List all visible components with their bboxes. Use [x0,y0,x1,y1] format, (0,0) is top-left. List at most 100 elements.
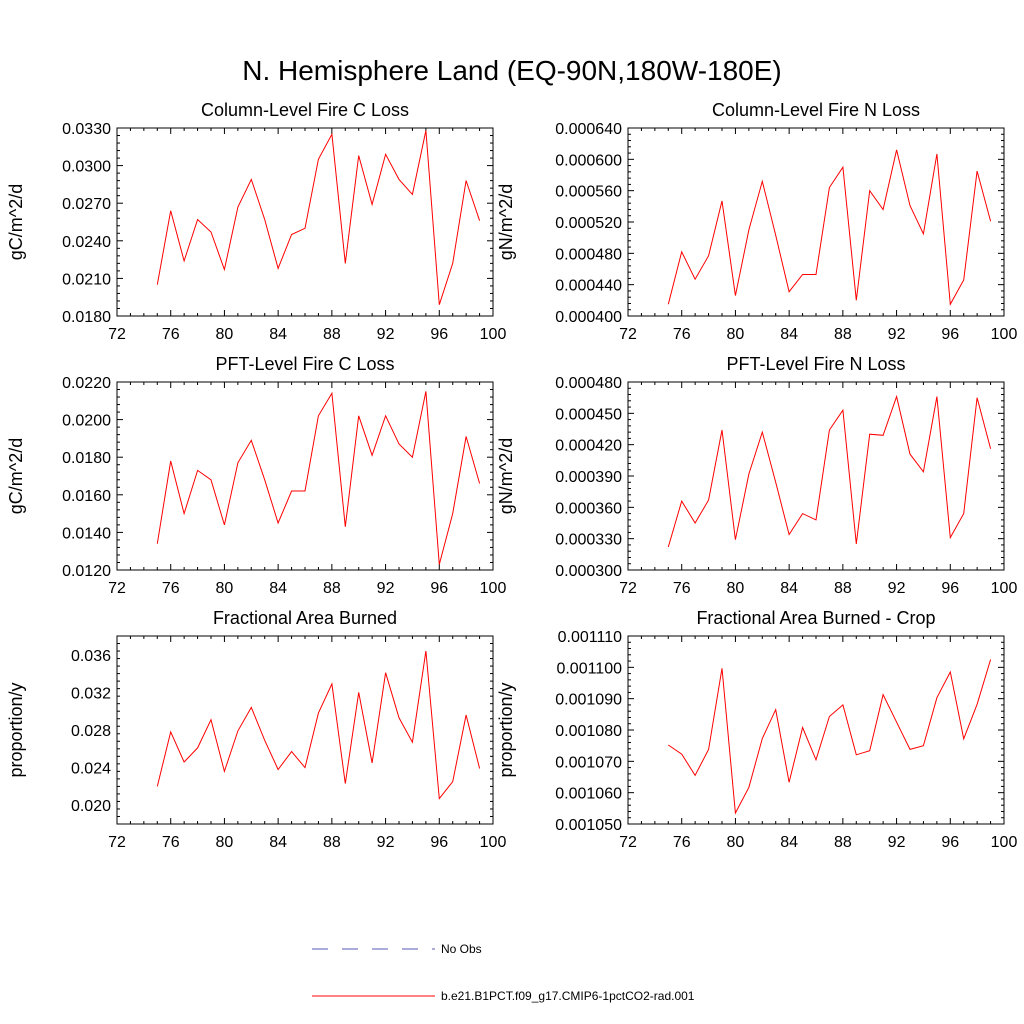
y-tick-label: 0.0120 [62,563,111,580]
plot-frame [627,127,1005,317]
y-tick-label: 0.001050 [555,817,622,834]
y-tick-label: 0.0140 [62,525,111,542]
x-tick-label: 96 [941,326,959,343]
y-tick-label: 0.001070 [555,754,622,771]
y-tick-label: 0.0200 [62,413,111,430]
y-tick-label: 0.001080 [555,723,622,740]
plot-frame [116,635,494,825]
chart-title: Fractional Area Burned - Crop [696,608,935,628]
y-tick-label: 0.001090 [555,692,622,709]
x-tick-label: 72 [108,326,126,343]
y-tick-label: 0.000440 [555,278,622,295]
y-tick-label: 0.000560 [555,184,622,201]
x-tick-label: 88 [323,580,341,597]
legend-model-label: b.e21.B1PCT.f09_g17.CMIP6-1pctCO2-rad.00… [441,989,695,1003]
series-line [667,394,992,548]
y-tick-label: 0.0240 [62,234,111,251]
x-tick-label: 84 [780,834,798,851]
x-tick-label: 92 [377,326,395,343]
plot-frame [116,381,494,571]
x-tick-label: 72 [619,326,637,343]
x-tick-label: 80 [216,580,234,597]
x-tick-label: 96 [941,580,959,597]
x-tick-label: 80 [727,580,745,597]
y-axis-label: proportion/y [6,682,26,777]
page-title: N. Hemisphere Land (EQ-90N,180W-180E) [242,55,782,86]
x-tick-label: 92 [377,580,395,597]
x-tick-label: 88 [834,834,852,851]
y-tick-label: 0.001100 [556,660,622,677]
x-tick-label: 76 [673,326,691,343]
x-tick-label: 100 [991,326,1018,343]
x-tick-label: 88 [323,326,341,343]
x-tick-label: 100 [991,834,1018,851]
series-line [156,650,481,800]
y-axis-label: gC/m^2/d [6,184,26,260]
y-tick-label: 0.0300 [62,159,111,176]
series-line [668,659,992,815]
y-tick-label: 0.000450 [555,406,622,423]
y-tick-label: 0.000420 [555,438,622,455]
chart-panels: 72 76 80 84 88 92 96 100 0.0180 0.0210 0.0240 0.027… [6,100,1017,851]
x-tick-label: 72 [619,834,637,851]
y-tick-label: 0.0270 [62,196,111,213]
x-tick-label: 72 [108,834,126,851]
chart-panel-1: 72 76 80 84 88 92 96 100 0.0180 0.0210 0.0240 0.027… [6,100,506,343]
x-tick-label: 96 [430,580,448,597]
chart-panel-5: 72 76 80 84 88 92 96 100 0.020 0.024 0.028 0.032 0.0… [6,608,506,851]
x-tick-label: 88 [834,580,852,597]
y-tick-label: 0.0160 [62,488,111,505]
x-tick-label: 84 [780,326,798,343]
x-tick-label: 100 [480,580,507,597]
series-line [156,391,481,565]
legend-no-obs-label: No Obs [441,942,482,956]
series-line [667,149,992,306]
x-tick-label: 100 [480,834,507,851]
y-tick-label: 0.0330 [62,121,111,138]
y-tick-label: 0.001110 [558,629,622,646]
x-tick-label: 88 [323,834,341,851]
y-tick-label: 0.0180 [62,309,111,326]
x-tick-label: 100 [991,580,1018,597]
chart-panel-2: 72 76 80 84 88 92 96 100 0.000400 0.000440 0.00048… [496,100,1017,343]
x-tick-label: 76 [162,580,180,597]
x-tick-label: 92 [888,326,906,343]
x-tick-label: 96 [430,326,448,343]
x-tick-label: 96 [941,834,959,851]
y-tick-label: 0.0180 [62,450,111,467]
chart-title: PFT-Level Fire N Loss [726,354,905,374]
y-tick-label: 0.000640 [555,121,622,138]
y-tick-label: 0.000330 [555,532,622,549]
chart-title: Column-Level Fire N Loss [712,100,920,120]
chart-title: Fractional Area Burned [213,608,397,628]
x-tick-label: 84 [269,580,287,597]
x-tick-label: 92 [888,580,906,597]
chart-panel-4: 72 76 80 84 88 92 96 100 0.000300 0.000330 0.00036… [496,354,1017,597]
y-tick-label: 0.001060 [555,786,622,803]
x-tick-label: 84 [269,834,287,851]
x-tick-label: 80 [727,326,745,343]
chart-title: PFT-Level Fire C Loss [215,354,394,374]
y-tick-label: 0.000360 [555,500,622,517]
x-tick-label: 88 [834,326,852,343]
y-tick-label: 0.000480 [555,246,622,263]
y-axis-label: proportion/y [496,682,516,777]
y-tick-label: 0.000400 [555,309,622,326]
x-tick-label: 76 [162,326,180,343]
x-tick-label: 100 [480,326,507,343]
x-tick-label: 72 [619,580,637,597]
chart-panel-6: 72 76 80 84 88 92 96 100 0.001050 0.001060 0.00107… [496,608,1017,851]
y-tick-label: 0.000480 [555,375,622,392]
y-axis-label: gN/m^2/d [496,438,516,514]
x-tick-label: 84 [269,326,287,343]
y-tick-label: 0.028 [71,723,111,740]
x-tick-label: 76 [162,834,180,851]
x-tick-label: 84 [780,580,798,597]
y-tick-label: 0.000520 [555,215,622,232]
x-tick-label: 76 [673,834,691,851]
plot-frame [627,381,1005,571]
x-tick-label: 96 [430,834,448,851]
y-axis-label: gC/m^2/d [6,438,26,514]
legend: No Obs b.e21.B1PCT.f09_g17.CMIP6-1pctCO2… [312,942,695,1003]
